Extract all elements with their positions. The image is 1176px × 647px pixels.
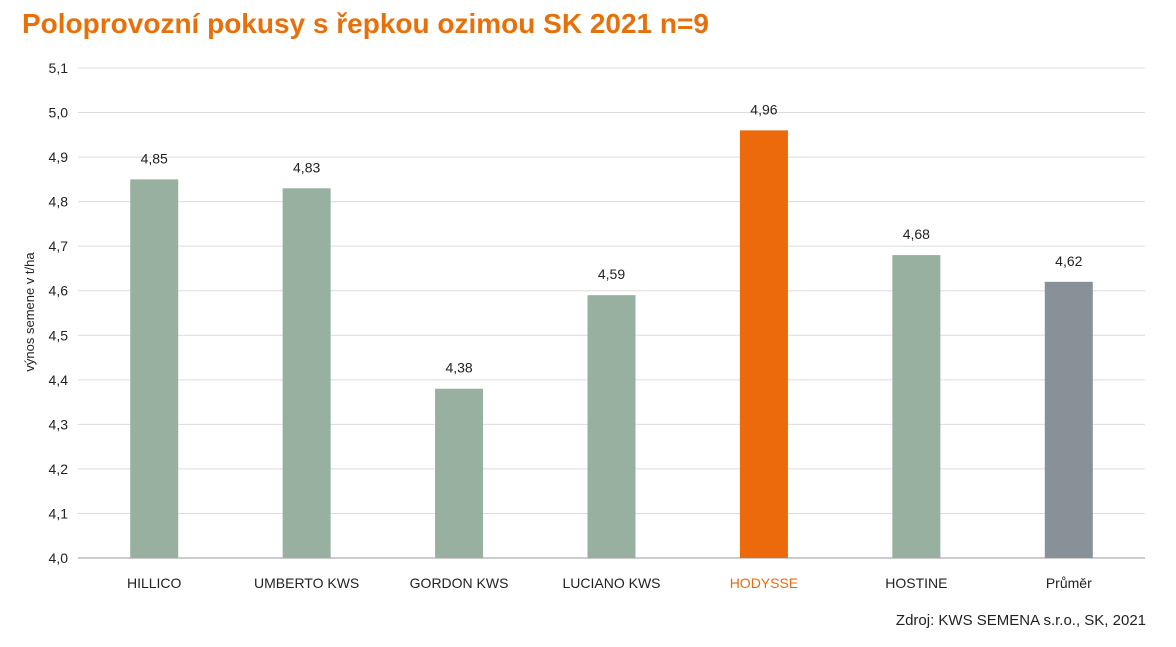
source-note: Zdroj: KWS SEMENA s.r.o., SK, 2021 <box>895 612 1146 629</box>
value-label-hillico: 4,85 <box>141 150 168 166</box>
y-axis-label: výnos semene v t/ha <box>22 252 37 372</box>
y-tick-label: 5,0 <box>49 105 69 121</box>
y-tick-label: 4,4 <box>49 372 69 388</box>
bars <box>130 130 1093 559</box>
y-tick-label: 4,1 <box>49 505 69 521</box>
y-tick-label: 4,5 <box>49 327 69 343</box>
x-tick-label-hostine: HOSTINE <box>885 575 947 591</box>
y-tick-label: 4,6 <box>49 283 69 299</box>
y-tick-label: 4,3 <box>49 416 69 432</box>
bar-hostine <box>892 255 941 558</box>
y-tick-label: 4,2 <box>49 461 69 477</box>
bar-gordon-kws <box>435 388 484 558</box>
value-label-hostine: 4,68 <box>903 226 930 242</box>
bar-hillico <box>130 179 179 558</box>
bar-luciano-kws <box>587 295 636 558</box>
bar-prumer <box>1044 281 1093 558</box>
bar-hodysse <box>739 130 788 558</box>
x-tick-label-luciano-kws: LUCIANO KWS <box>562 575 660 591</box>
x-tick-label-umberto-kws: UMBERTO KWS <box>254 575 359 591</box>
y-tick-label: 4,0 <box>49 550 69 566</box>
x-axis-labels: HILLICO UMBERTO KWS GORDON KWS LUCIANO KWS H… <box>127 575 1092 591</box>
y-tick-label: 4,7 <box>49 238 69 254</box>
x-tick-label-prumer: Průměr <box>1046 575 1092 591</box>
value-label-luciano-kws: 4,59 <box>598 266 625 282</box>
y-axis-ticks: 4,0 4,1 4,2 4,3 4,4 4,5 4,6 4,7 4,8 4,9 5,0 5,1 <box>49 60 69 566</box>
x-tick-label-gordon-kws: GORDON KWS <box>410 575 509 591</box>
value-label-gordon-kws: 4,38 <box>445 360 472 376</box>
value-label-hodysse: 4,96 <box>750 101 777 117</box>
bar-umberto-kws <box>282 188 331 559</box>
value-label-prumer: 4,62 <box>1055 253 1082 269</box>
value-labels: 4,85 4,83 4,38 4,59 4,96 4,68 4,62 <box>141 101 1083 375</box>
y-tick-label: 4,9 <box>49 149 69 165</box>
value-label-umberto-kws: 4,83 <box>293 159 320 175</box>
y-tick-label: 5,1 <box>49 60 69 76</box>
y-tick-label: 4,8 <box>49 194 69 210</box>
x-tick-label-hodysse: HODYSSE <box>730 575 798 591</box>
chart-title: Poloprovozní pokusy s řepkou ozimou SK 2… <box>22 8 709 39</box>
x-tick-label-hillico: HILLICO <box>127 575 182 591</box>
